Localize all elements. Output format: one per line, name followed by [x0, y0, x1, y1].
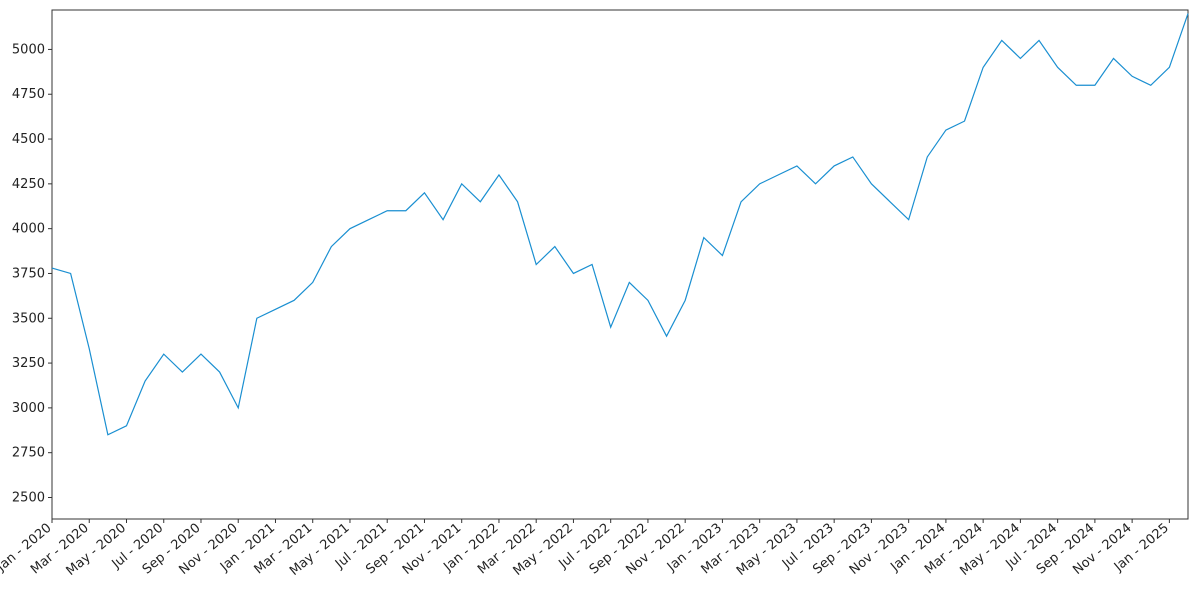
y-tick-label: 3000	[12, 401, 45, 416]
y-tick-label: 2500	[12, 490, 45, 505]
y-tick-label: 4250	[12, 177, 45, 192]
y-tick-label: 3250	[12, 356, 45, 371]
plot-frame	[51, 9, 1189, 520]
y-tick-label: 4000	[12, 222, 45, 237]
y-tick-label: 2750	[12, 446, 45, 461]
y-tick-label: 5000	[12, 42, 45, 57]
y-tick-label: 3750	[12, 266, 45, 281]
y-tick-label: 4500	[12, 132, 45, 147]
y-tick-label: 4750	[12, 87, 45, 102]
y-tick-label: 3500	[12, 311, 45, 326]
series-line	[51, 13, 1189, 436]
